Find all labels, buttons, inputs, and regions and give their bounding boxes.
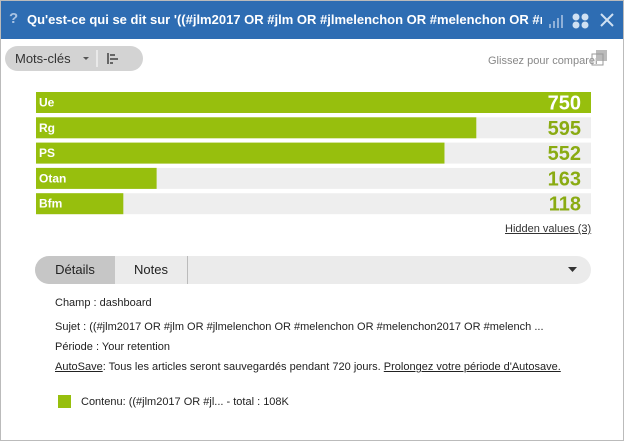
value-label: 750 — [548, 93, 581, 115]
keyword-dropdown[interactable]: Mots-clés — [5, 46, 143, 71]
value-label: 595 — [548, 118, 581, 140]
bar-label: Otan — [39, 171, 66, 185]
detail-subject: Sujet : ((#jlm2017 OR #jlm OR #jlmelench… — [55, 321, 544, 333]
bar-track — [36, 167, 591, 189]
bar — [36, 92, 591, 113]
bar — [36, 142, 445, 164]
tab-bar: Détails Notes — [35, 256, 591, 284]
bar — [36, 167, 157, 189]
autosave-link[interactable]: Prolongez votre période d'Autosave. — [383, 361, 561, 373]
bar — [36, 117, 477, 139]
dropdown-icons — [83, 50, 118, 67]
tab[interactable]: Notes — [115, 256, 188, 284]
header: ? Qu'est-ce qui se dit sur '((#jlm2017 O… — [1, 1, 623, 39]
bar-chart: Ue 750 Rg 595 PS 552 Otan 163 Bfm 118 — [36, 92, 591, 216]
tab-menu-arrow[interactable] — [567, 266, 579, 274]
value-label: 552 — [548, 143, 581, 165]
compare-icon[interactable] — [591, 49, 609, 67]
window-title: Qu'est-ce qui se dit sur '((#jlm2017 OR … — [27, 12, 542, 27]
detail-field: Champ : dashboard — [55, 297, 152, 309]
compare-hint: Glissez pour comparer — [488, 55, 599, 67]
bar-label: Rg — [39, 121, 55, 135]
detail-period: Période : Your retention — [55, 341, 170, 353]
header-icons — [549, 13, 614, 29]
value-label: 118 — [549, 194, 581, 216]
legend-swatch — [58, 395, 71, 408]
tab[interactable]: Détails — [35, 256, 115, 284]
legend-label: Contenu: ((#jlm2017 OR #jl... - total : … — [81, 396, 289, 408]
grid-icon[interactable] — [572, 13, 589, 29]
bar-label: PS — [39, 146, 55, 160]
chart-icon[interactable] — [549, 15, 563, 28]
detail-autosave: AutoSave: Tous les articles seront sauve… — [55, 361, 561, 373]
hidden-values-link[interactable]: Hidden values (3) — [505, 223, 592, 235]
bar-label: Ue — [39, 96, 55, 110]
bar-label: Bfm — [39, 197, 62, 211]
autosave-label[interactable]: AutoSave — [55, 361, 103, 373]
autosave-text: : Tous les articles seront sauvegardés p… — [102, 361, 384, 373]
close-icon[interactable] — [600, 13, 614, 27]
bar — [36, 193, 124, 215]
bar-track — [36, 193, 591, 215]
dropdown-label: Mots-clés — [15, 51, 71, 66]
help-icon[interactable]: ? — [9, 10, 19, 27]
value-label: 163 — [548, 168, 581, 190]
